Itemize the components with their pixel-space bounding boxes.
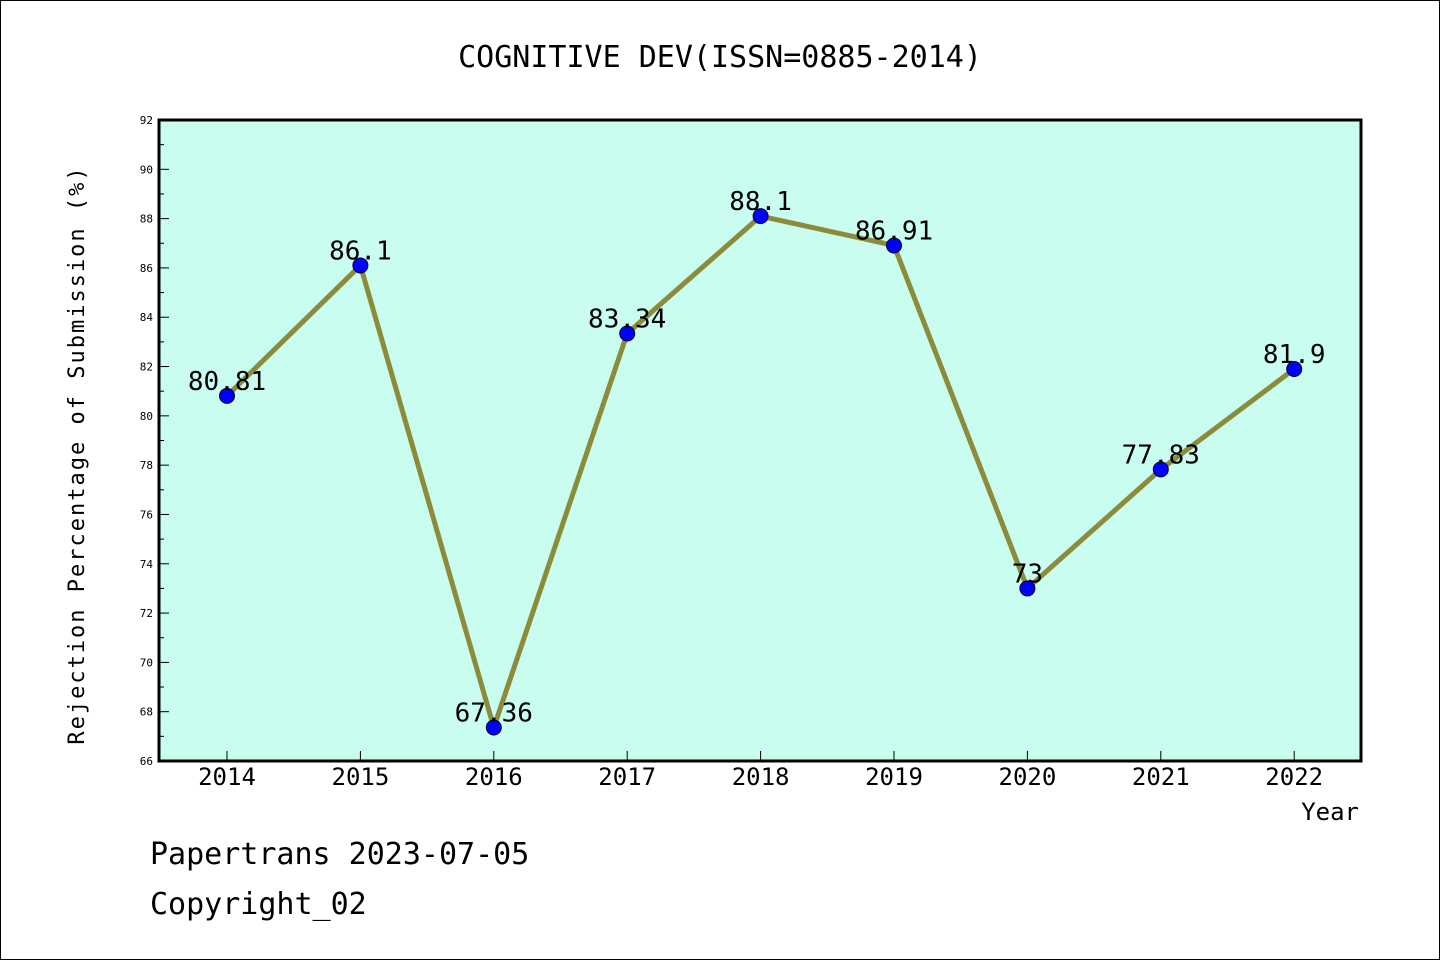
x-axis: 2014 2015 2016 2017 2018 2019 2020 2021 2022 xyxy=(198,751,1323,791)
x-tick-label: 2018 xyxy=(732,763,790,791)
y-axis: 66 68 70 72 74 76 78 80 82 84 86 88 90 92 xyxy=(140,114,169,768)
data-label: 81.9 xyxy=(1263,340,1326,370)
footer-copyright: Copyright_02 xyxy=(150,887,367,922)
y-tick-label: 80 xyxy=(140,410,153,423)
data-label: 67.36 xyxy=(455,698,533,728)
x-tick-label: 2020 xyxy=(999,763,1057,791)
y-tick-label: 74 xyxy=(140,558,154,571)
chart-title: COGNITIVE DEV(ISSN=0885-2014) xyxy=(458,40,982,75)
data-point xyxy=(752,208,769,225)
x-tick-label: 2017 xyxy=(598,763,656,791)
y-tick-label: 82 xyxy=(140,361,153,374)
plot-area xyxy=(157,118,1363,763)
y-tick-label: 78 xyxy=(140,459,153,472)
data-point xyxy=(1019,580,1036,597)
data-label: 77.83 xyxy=(1122,440,1200,470)
y-axis-label: Rejection Percentage of Submission (%) xyxy=(65,165,90,744)
data-label: 86.91 xyxy=(855,216,933,246)
data-point xyxy=(1286,361,1303,378)
data-point xyxy=(219,387,235,404)
data-label: 86.1 xyxy=(329,236,392,266)
y-tick-label: 76 xyxy=(140,508,153,521)
y-tick-label: 68 xyxy=(140,706,153,719)
x-tick-label: 2019 xyxy=(865,763,923,791)
x-tick-label: 2015 xyxy=(332,763,390,791)
data-label: 88.1 xyxy=(729,187,792,217)
y-tick-label: 86 xyxy=(140,262,153,275)
footer-date: Papertrans 2023-07-05 xyxy=(150,837,529,872)
y-tick-label: 66 xyxy=(140,755,153,768)
data-label: 80.81 xyxy=(188,367,266,397)
x-tick-label: 2022 xyxy=(1265,763,1323,791)
x-tick-label: 2014 xyxy=(198,763,256,791)
data-point xyxy=(886,237,902,254)
y-tick-label: 88 xyxy=(140,213,153,226)
y-tick-label: 90 xyxy=(140,163,153,176)
x-axis-label: Year xyxy=(1301,798,1359,826)
marker-group xyxy=(219,208,1303,736)
data-point xyxy=(1152,461,1169,478)
data-point xyxy=(352,257,369,274)
data-label-group: 80.81 86.1 67.36 83.34 88.1 86.91 73 77.83 81.9 xyxy=(188,187,1326,728)
y-tick-label: 92 xyxy=(140,114,153,127)
data-label: 73 xyxy=(1012,559,1043,589)
data-label: 83.34 xyxy=(588,305,666,335)
data-point xyxy=(485,719,502,736)
x-tick-label: 2021 xyxy=(1132,763,1190,791)
y-tick-label: 72 xyxy=(140,607,153,620)
x-tick-label: 2016 xyxy=(465,763,523,791)
y-tick-label: 70 xyxy=(140,656,153,669)
data-point xyxy=(619,325,636,342)
y-tick-label: 84 xyxy=(140,311,154,324)
